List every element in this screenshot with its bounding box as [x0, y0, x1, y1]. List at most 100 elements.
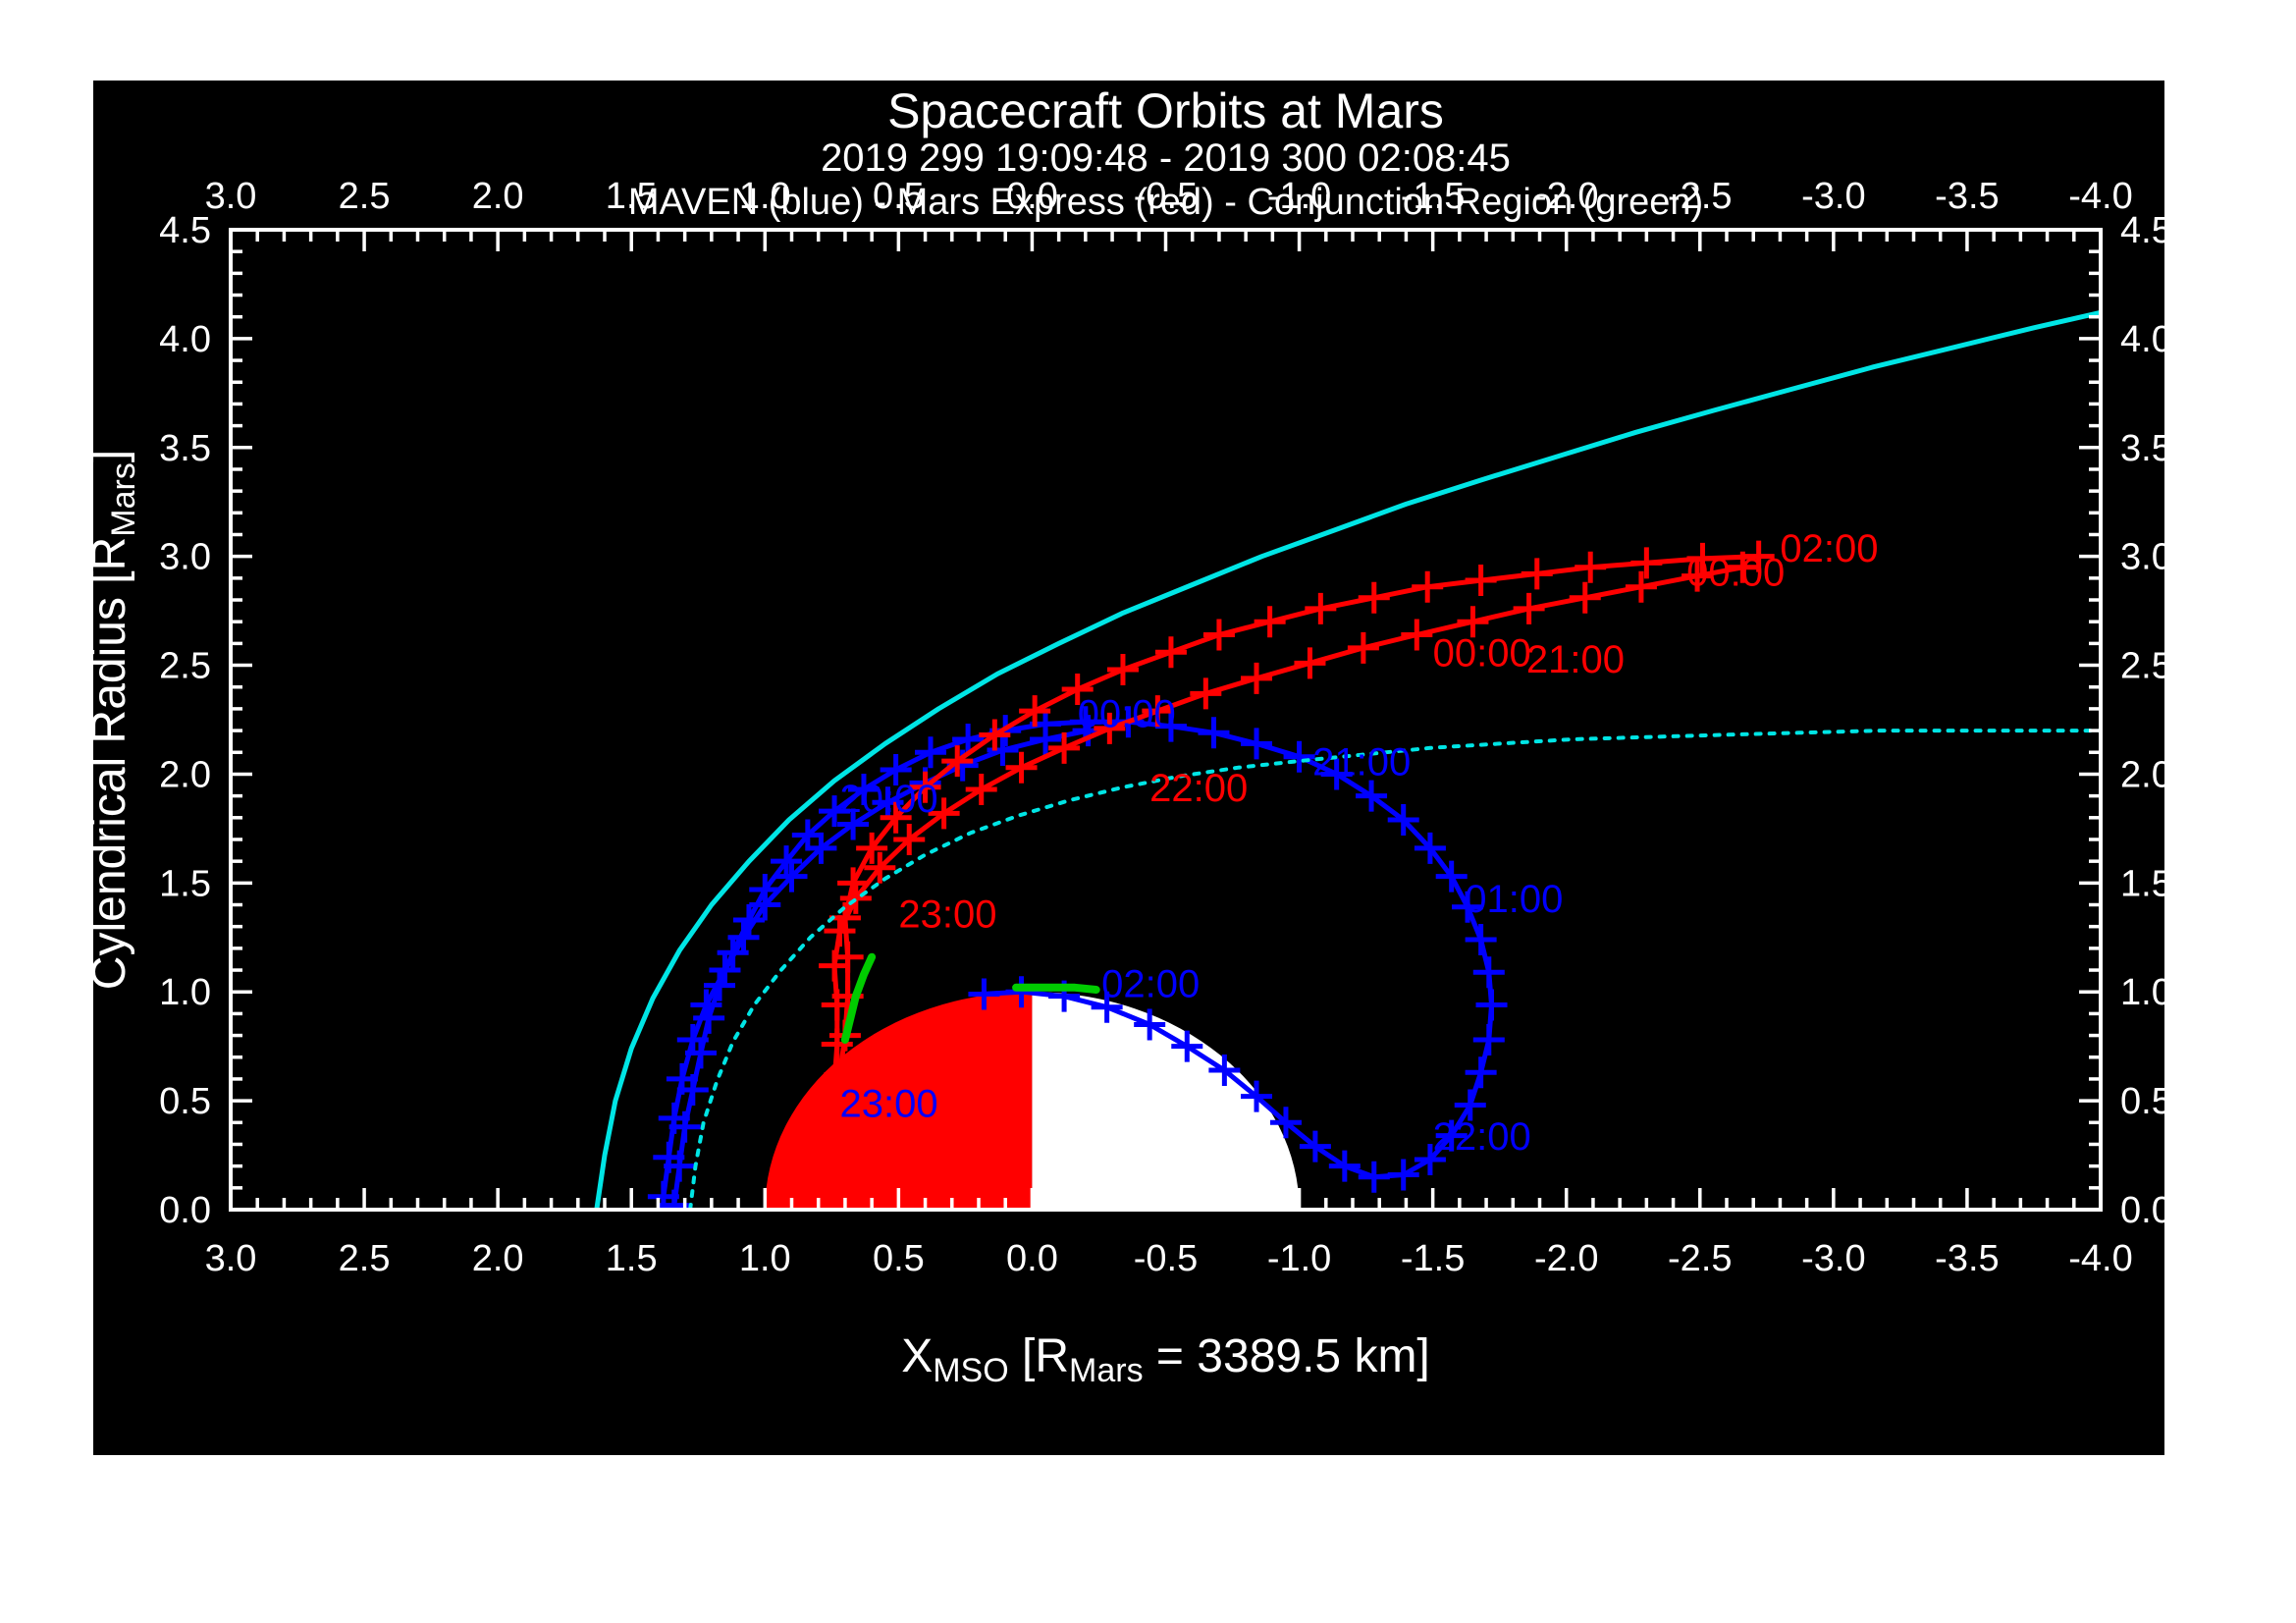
y-tick-label-left: 4.0	[159, 319, 211, 360]
x-tick-label-top: -1.5	[1401, 176, 1465, 217]
plus-marker	[693, 1001, 725, 1034]
plus-marker	[1475, 989, 1508, 1021]
plus-marker	[1328, 1150, 1361, 1182]
axes-group	[229, 228, 2103, 1212]
plus-marker	[1241, 728, 1273, 760]
plus-marker	[864, 851, 896, 884]
plus-marker	[727, 921, 760, 953]
plus-marker	[1030, 723, 1062, 755]
plus-marker	[1682, 560, 1714, 592]
plus-marker	[1575, 551, 1607, 583]
plus-marker	[775, 860, 808, 893]
plus-marker	[928, 797, 960, 830]
x-tick-label-bottom: -0.5	[1134, 1238, 1198, 1279]
plus-marker	[1625, 570, 1657, 603]
plus-marker	[1005, 976, 1038, 1008]
y-tick-label-right: 2.5	[2120, 646, 2164, 687]
plus-marker	[658, 1102, 690, 1134]
plus-marker	[987, 734, 1019, 767]
text-run: [R	[1009, 1330, 1069, 1382]
time-label: 02:00	[1780, 527, 1878, 570]
plus-marker	[1727, 551, 1759, 583]
time-label: 01:00	[1465, 878, 1563, 921]
y-tick-label-left: 1.0	[159, 972, 211, 1013]
time-label: 21:00	[1526, 638, 1625, 681]
series-induced-magnetosphere-boundary[interactable]	[688, 729, 2101, 1210]
plus-marker	[1465, 1056, 1497, 1089]
plus-marker	[1387, 804, 1419, 837]
plus-marker	[1048, 731, 1081, 764]
plus-marker	[837, 808, 870, 840]
plus-marker	[1457, 606, 1489, 638]
y-tick-label-right: 4.0	[2120, 319, 2164, 360]
series-mars-express-second[interactable]	[819, 551, 1759, 1100]
plus-marker	[653, 1141, 685, 1173]
plus-marker	[1358, 581, 1390, 614]
text-run: = 3389.5 km]	[1144, 1330, 1430, 1382]
plot-area-background: Spacecraft Orbits at Mars 2019 299 19:09:…	[93, 81, 2164, 1455]
plus-marker	[749, 889, 781, 921]
marker-group	[819, 551, 1759, 1100]
time-label: 22:00	[1433, 1115, 1531, 1159]
x-tick-label-top: -3.0	[1801, 176, 1865, 217]
plus-marker	[837, 867, 870, 899]
plus-marker	[647, 1180, 679, 1210]
plus-marker	[1742, 540, 1775, 572]
plus-marker	[1414, 832, 1446, 864]
plus-marker	[1569, 581, 1601, 614]
y-tick-label-left: 3.0	[159, 537, 211, 578]
plus-marker	[1452, 891, 1484, 923]
plus-marker	[1412, 570, 1444, 603]
plus-marker	[1254, 606, 1286, 638]
plus-marker	[915, 736, 947, 769]
time-range-subtitle: 2019 299 19:09:48 - 2019 300 02:08:45	[821, 136, 1511, 180]
subscript: MSO	[933, 1352, 1008, 1389]
x-tick-label-bottom: 1.0	[739, 1238, 791, 1279]
x-tick-label-top: 2.0	[472, 176, 524, 217]
y-tick-label-left: 2.5	[159, 646, 211, 687]
plus-marker	[821, 1028, 853, 1060]
plus-marker	[1472, 1024, 1505, 1056]
plus-marker	[880, 754, 912, 786]
series-bow-shock[interactable]	[594, 309, 2101, 1210]
time-label: 00:00	[1078, 693, 1176, 736]
series-conjunction-region-a[interactable]	[840, 952, 877, 1044]
series-conjunction-region-b[interactable]	[1012, 983, 1100, 994]
plus-marker	[704, 969, 736, 1001]
y-tick-label-right: 1.5	[2120, 863, 2164, 904]
x-tick-label-bottom: 0.5	[873, 1238, 925, 1279]
plus-marker	[1465, 923, 1497, 955]
plus-marker	[771, 845, 803, 878]
subscript: Mars	[105, 462, 142, 537]
axis-title-group: XMSO [RMars = 3389.5 km]Cylendrical Radi…	[93, 450, 1430, 1389]
plus-marker	[1190, 677, 1222, 710]
y-tick-label-right: 0.0	[2120, 1190, 2164, 1231]
x-tick-label-bottom: 2.5	[339, 1238, 391, 1279]
x-tick-label-bottom: 2.0	[472, 1238, 524, 1279]
plus-marker	[952, 723, 985, 755]
plus-marker	[1241, 1080, 1273, 1112]
y-axis-title: Cylendrical Radius [RMars]	[93, 450, 142, 990]
mars-disk-group	[765, 992, 1300, 1210]
plus-marker	[819, 949, 851, 982]
plus-marker	[893, 823, 926, 855]
plus-marker	[1347, 631, 1379, 664]
plus-marker	[1630, 547, 1663, 579]
plus-marker	[824, 915, 856, 947]
plus-marker	[1358, 1161, 1390, 1193]
plus-marker	[676, 1024, 709, 1056]
marker-group	[824, 540, 1775, 1091]
x-tick-label-top: -1.0	[1267, 176, 1331, 217]
plus-marker	[941, 745, 974, 778]
y-tick-label-right: 4.5	[2120, 210, 2164, 251]
series-group	[594, 309, 2101, 1210]
x-tick-label-top: 1.5	[606, 176, 658, 217]
y-tick-label-left: 0.0	[159, 1190, 211, 1231]
x-tick-label-top: -3.5	[1935, 176, 1999, 217]
plus-marker	[1513, 592, 1545, 624]
y-tick-label-right: 3.5	[2120, 428, 2164, 469]
plus-marker	[1465, 565, 1497, 597]
mars-dayside-hemisphere	[765, 992, 1033, 1210]
